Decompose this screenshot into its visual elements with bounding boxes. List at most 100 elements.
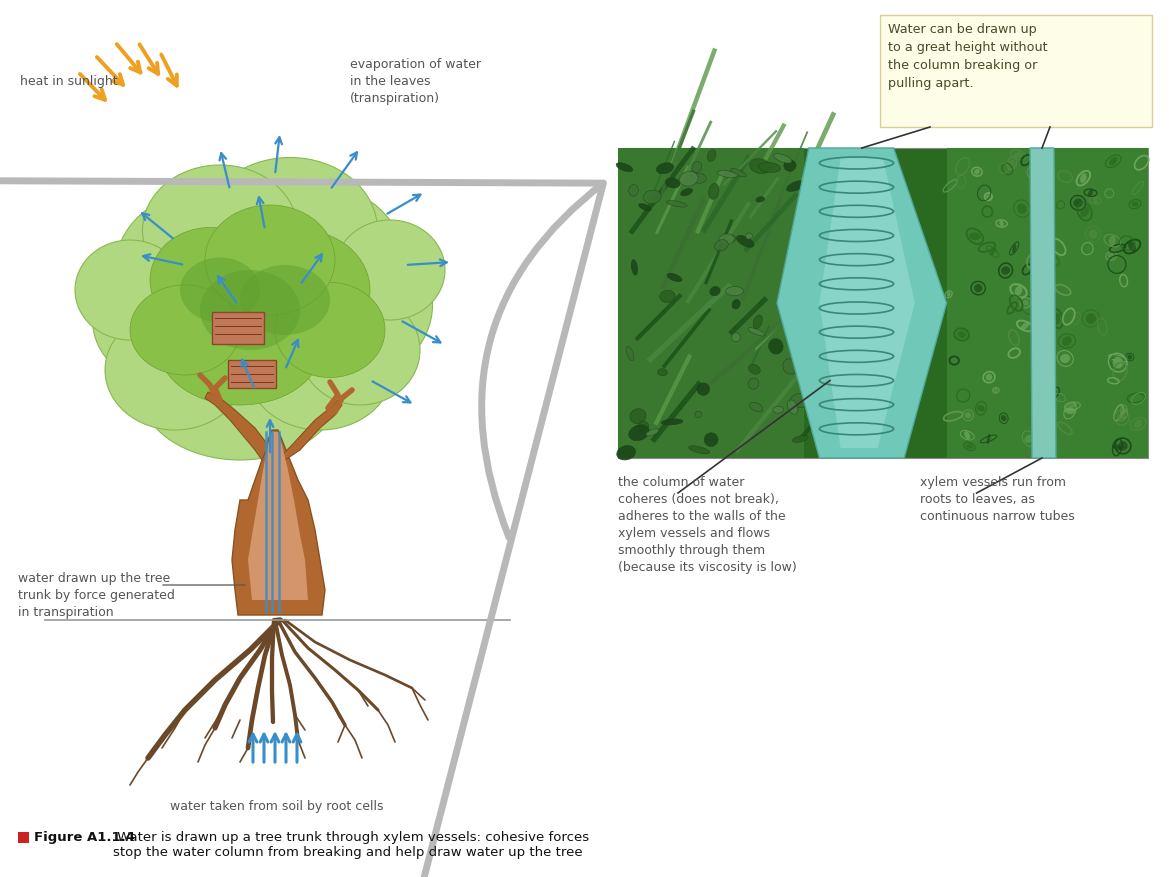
Ellipse shape bbox=[143, 165, 297, 295]
Ellipse shape bbox=[965, 412, 971, 418]
Ellipse shape bbox=[135, 212, 365, 408]
Bar bbox=[946, 148, 1148, 458]
Ellipse shape bbox=[759, 162, 781, 173]
Ellipse shape bbox=[335, 220, 445, 320]
Ellipse shape bbox=[755, 196, 765, 202]
Polygon shape bbox=[820, 158, 915, 448]
Ellipse shape bbox=[115, 192, 285, 347]
Ellipse shape bbox=[205, 205, 335, 315]
Ellipse shape bbox=[946, 292, 951, 296]
Ellipse shape bbox=[748, 328, 765, 336]
Ellipse shape bbox=[1015, 286, 1022, 296]
Ellipse shape bbox=[1086, 313, 1096, 324]
Ellipse shape bbox=[170, 235, 330, 365]
Ellipse shape bbox=[1080, 206, 1089, 217]
Ellipse shape bbox=[150, 227, 271, 332]
Ellipse shape bbox=[657, 162, 673, 174]
Ellipse shape bbox=[1109, 236, 1116, 246]
Ellipse shape bbox=[746, 233, 753, 239]
Ellipse shape bbox=[1009, 159, 1014, 167]
Ellipse shape bbox=[1109, 157, 1117, 166]
Ellipse shape bbox=[1048, 390, 1056, 398]
Ellipse shape bbox=[626, 346, 634, 360]
Ellipse shape bbox=[645, 429, 659, 436]
Ellipse shape bbox=[697, 383, 710, 396]
Bar bbox=[212, 312, 263, 344]
Text: Figure A1.1.4: Figure A1.1.4 bbox=[34, 831, 135, 844]
Ellipse shape bbox=[704, 432, 718, 446]
Ellipse shape bbox=[275, 282, 385, 377]
Ellipse shape bbox=[141, 320, 340, 460]
Ellipse shape bbox=[1013, 152, 1022, 158]
Ellipse shape bbox=[247, 310, 392, 430]
Ellipse shape bbox=[1060, 353, 1070, 363]
Ellipse shape bbox=[977, 405, 985, 411]
Ellipse shape bbox=[1112, 444, 1122, 451]
Ellipse shape bbox=[787, 181, 806, 191]
Ellipse shape bbox=[629, 424, 649, 441]
Ellipse shape bbox=[966, 444, 973, 449]
Ellipse shape bbox=[180, 258, 260, 323]
FancyArrowPatch shape bbox=[0, 180, 603, 877]
Ellipse shape bbox=[638, 203, 651, 210]
Ellipse shape bbox=[780, 308, 792, 315]
Ellipse shape bbox=[105, 310, 245, 430]
Ellipse shape bbox=[200, 270, 300, 350]
Ellipse shape bbox=[964, 431, 970, 439]
Ellipse shape bbox=[665, 178, 680, 188]
Ellipse shape bbox=[987, 434, 991, 444]
Ellipse shape bbox=[774, 153, 792, 163]
Ellipse shape bbox=[630, 409, 646, 424]
Ellipse shape bbox=[1012, 244, 1016, 253]
Polygon shape bbox=[232, 430, 326, 615]
Ellipse shape bbox=[783, 359, 797, 374]
Ellipse shape bbox=[717, 170, 738, 178]
Ellipse shape bbox=[707, 150, 715, 161]
Ellipse shape bbox=[130, 285, 240, 375]
Ellipse shape bbox=[1016, 203, 1027, 214]
Ellipse shape bbox=[1128, 354, 1132, 360]
Ellipse shape bbox=[783, 160, 796, 171]
Ellipse shape bbox=[994, 389, 998, 392]
Ellipse shape bbox=[737, 235, 754, 247]
Bar bbox=[618, 148, 1148, 458]
Ellipse shape bbox=[1131, 202, 1138, 207]
Ellipse shape bbox=[617, 446, 636, 460]
Ellipse shape bbox=[267, 230, 432, 380]
Ellipse shape bbox=[708, 183, 719, 199]
Ellipse shape bbox=[957, 331, 966, 339]
Polygon shape bbox=[778, 148, 946, 458]
Ellipse shape bbox=[748, 378, 759, 389]
Ellipse shape bbox=[1025, 435, 1034, 443]
Ellipse shape bbox=[731, 168, 746, 177]
Ellipse shape bbox=[1112, 357, 1123, 368]
Ellipse shape bbox=[93, 255, 238, 385]
Ellipse shape bbox=[789, 393, 810, 408]
Ellipse shape bbox=[680, 189, 692, 196]
Ellipse shape bbox=[616, 162, 632, 172]
Ellipse shape bbox=[986, 374, 992, 381]
Ellipse shape bbox=[689, 446, 710, 453]
Text: water drawn up the tree
trunk by force generated
in transpiration: water drawn up the tree trunk by force g… bbox=[18, 572, 174, 619]
Ellipse shape bbox=[1068, 403, 1077, 409]
Ellipse shape bbox=[691, 173, 706, 183]
Ellipse shape bbox=[1030, 255, 1041, 267]
Ellipse shape bbox=[1021, 322, 1029, 330]
Ellipse shape bbox=[1088, 189, 1094, 196]
Ellipse shape bbox=[667, 274, 682, 282]
Ellipse shape bbox=[793, 435, 808, 442]
Ellipse shape bbox=[1074, 198, 1083, 207]
Ellipse shape bbox=[694, 411, 701, 417]
Ellipse shape bbox=[986, 195, 991, 199]
Text: the column of water
coheres (does not break),
adheres to the walls of the
xylem : the column of water coheres (does not br… bbox=[618, 476, 796, 574]
Ellipse shape bbox=[970, 232, 980, 240]
Ellipse shape bbox=[692, 161, 701, 173]
Ellipse shape bbox=[999, 220, 1004, 227]
Text: xylem vessels run from
roots to leaves, as
continuous narrow tubes: xylem vessels run from roots to leaves, … bbox=[920, 476, 1075, 523]
Ellipse shape bbox=[1062, 336, 1071, 346]
Polygon shape bbox=[248, 432, 308, 600]
Ellipse shape bbox=[679, 171, 698, 186]
Polygon shape bbox=[1030, 148, 1056, 458]
Ellipse shape bbox=[160, 295, 320, 405]
Ellipse shape bbox=[629, 184, 638, 196]
